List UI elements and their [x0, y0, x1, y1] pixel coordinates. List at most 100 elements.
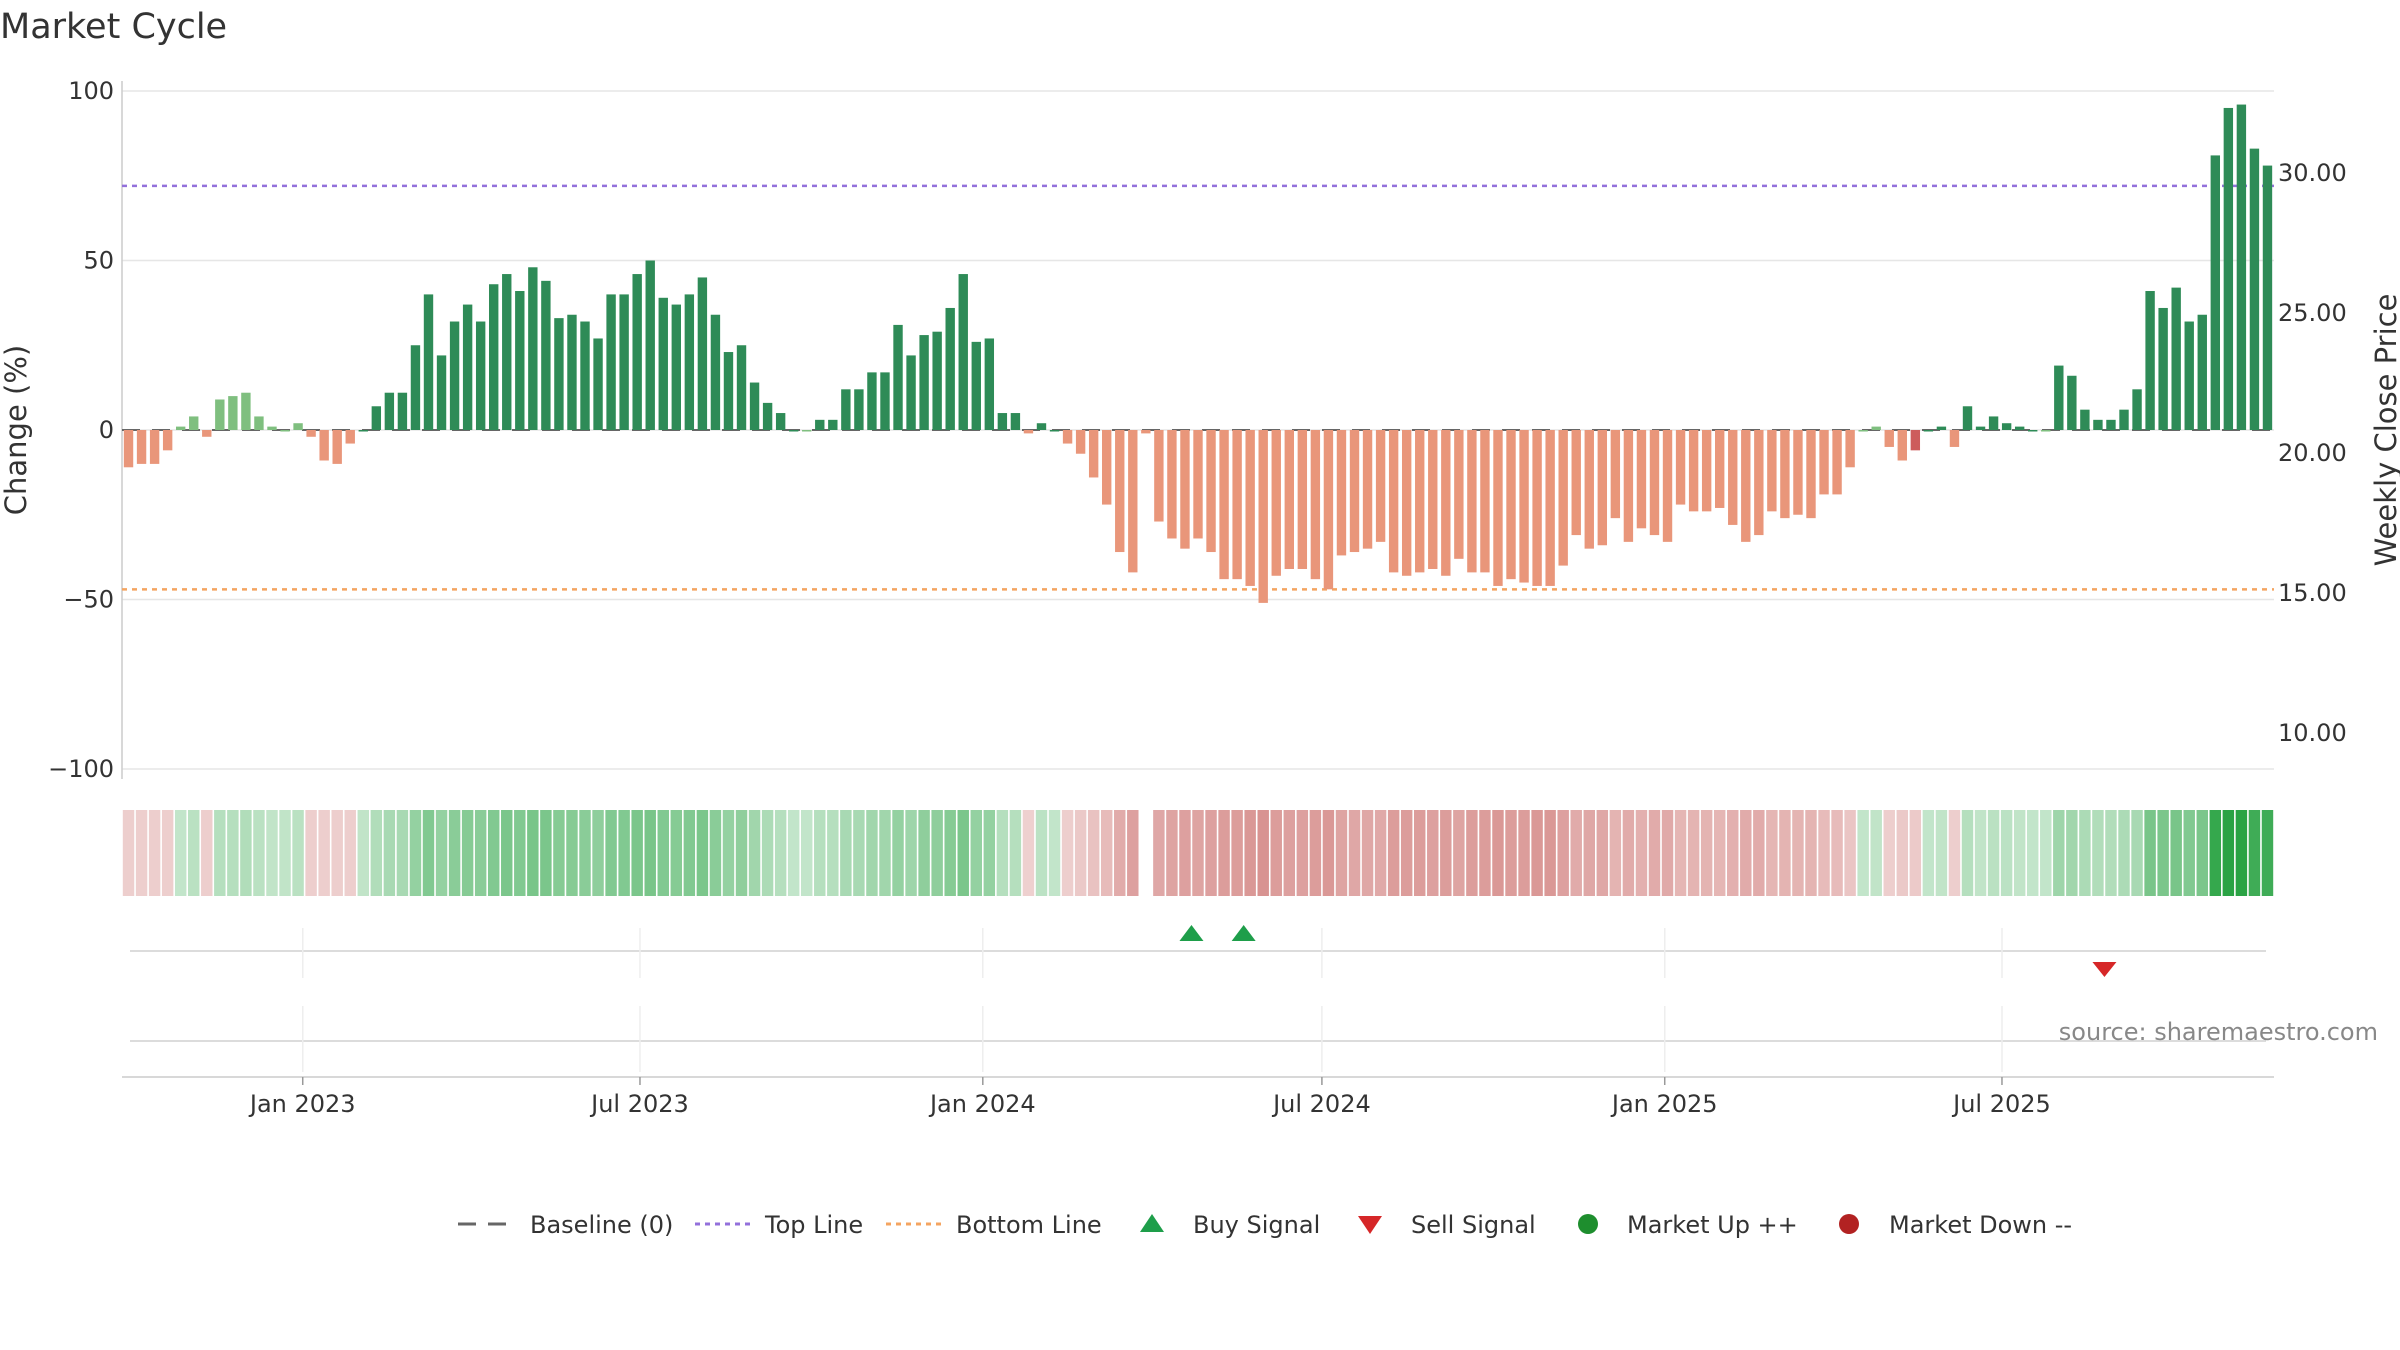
heatmap-cell — [957, 810, 969, 896]
heatmap-cell — [1048, 810, 1061, 896]
heatmap-cell — [514, 810, 526, 896]
heatmap-cell — [527, 810, 539, 896]
change-bar — [1428, 430, 1438, 569]
heatmap-cell — [605, 810, 617, 896]
change-bar — [1388, 430, 1399, 573]
change-bar — [1245, 430, 1255, 586]
change-bar — [2236, 104, 2247, 430]
change-bar — [1988, 416, 1999, 430]
heatmap-cell — [227, 810, 239, 896]
heatmap-cell — [722, 810, 735, 896]
heatmap-cell — [2209, 810, 2222, 896]
heatmap-cell — [2157, 810, 2169, 896]
change-bar — [854, 389, 864, 430]
change-bar — [1141, 430, 1151, 434]
change-bar — [1858, 430, 1868, 432]
heatmap-cell — [1361, 810, 1374, 896]
heatmap-cell — [540, 810, 552, 896]
heatmap-cell — [735, 810, 748, 896]
change-bar — [906, 355, 916, 430]
heatmap-cell — [2118, 810, 2130, 896]
legend-item-top-line: Top Line — [695, 1211, 863, 1239]
change-bar — [1180, 430, 1190, 549]
change-bar — [867, 372, 877, 430]
heatmap-cell — [2196, 810, 2208, 896]
heatmap-cell — [1870, 810, 1882, 896]
heatmap-cell — [201, 810, 213, 896]
change-bar — [1154, 430, 1164, 522]
buy-triangle-icon — [1140, 1214, 1164, 1232]
y-axis-left: 100 50 0 −100 −50 — [48, 77, 114, 783]
change-bar — [749, 382, 760, 430]
y-axis-right: 30.00 25.00 20.00 15.00 10.00 — [2278, 159, 2347, 747]
change-bar — [762, 402, 773, 430]
change-bar — [241, 392, 251, 430]
y-tick-label: 0 — [99, 416, 114, 444]
change-bar — [1323, 430, 1334, 590]
heatmap-cell — [1427, 810, 1439, 896]
heatmap-cell — [1505, 810, 1517, 896]
heatmap-cell — [1805, 810, 1817, 896]
change-bar — [2158, 307, 2168, 430]
heatmap-cell — [305, 810, 317, 896]
change-bar — [1936, 426, 1947, 430]
heatmap-cell — [1244, 810, 1256, 896]
change-bar — [658, 297, 668, 430]
change-bar — [293, 423, 303, 430]
change-bar — [1036, 423, 1047, 430]
heatmap-cell — [318, 810, 330, 896]
legend-label: Market Down -- — [1889, 1211, 2072, 1239]
heatmap-cell — [2261, 810, 2274, 896]
heatmap-cell — [892, 810, 904, 896]
change-bar — [136, 430, 147, 464]
heatmap-cell — [1700, 810, 1713, 896]
change-bar — [932, 331, 942, 430]
heatmap-cell — [1009, 810, 1022, 896]
change-bar — [1519, 430, 1529, 583]
change-bar — [1649, 430, 1660, 536]
change-bar — [2197, 314, 2207, 430]
change-bar — [971, 341, 981, 430]
change-bar — [449, 321, 460, 430]
change-bar — [958, 274, 968, 430]
change-bar — [2210, 155, 2221, 430]
change-bar — [1715, 430, 1725, 508]
heatmap-cell — [579, 810, 591, 896]
x-axis: Jan 2023 Jul 2023 Jan 2024 Jul 2024 Jan 2025… — [122, 1076, 2274, 1118]
heatmap-cell — [214, 810, 226, 896]
heatmap-cell — [2144, 810, 2156, 896]
heatmap-cell — [422, 810, 435, 896]
change-bar — [358, 430, 368, 432]
change-bar — [2184, 321, 2194, 430]
change-bar — [1258, 430, 1268, 603]
y-tick-label: 50 — [83, 247, 114, 275]
heatmap-cell — [1035, 810, 1048, 896]
heatmap-cell — [1479, 810, 1491, 896]
change-bar — [671, 304, 681, 430]
cycle-heatmap-strip — [122, 810, 2274, 896]
source-attribution: source: sharemaestro.com — [2059, 1018, 2378, 1046]
change-bar — [802, 430, 812, 432]
heatmap-cell — [1622, 810, 1635, 896]
change-bar — [267, 426, 277, 430]
x-tick-label: Jan 2023 — [248, 1090, 356, 1118]
change-bar — [1793, 430, 1803, 515]
heatmap-cell — [383, 810, 396, 896]
heatmap-cell — [1127, 810, 1139, 896]
heatmap-cell — [2040, 810, 2052, 896]
heatmap-cell — [1727, 810, 1739, 896]
heatmap-cell — [566, 810, 578, 896]
heatmap-cell — [1283, 810, 1296, 896]
change-bar — [1115, 430, 1125, 553]
heatmap-cell — [1061, 810, 1074, 896]
x-tick-label: Jan 2024 — [928, 1090, 1036, 1118]
heatmap-cell — [1713, 810, 1726, 896]
heatmap-cell — [1792, 810, 1804, 896]
sell-signal-marker — [2092, 962, 2117, 977]
heatmap-cell — [748, 810, 761, 896]
change-bar — [1336, 430, 1347, 556]
change-bar — [345, 430, 355, 444]
heatmap-cell — [1740, 810, 1752, 896]
change-bar — [684, 294, 695, 430]
heatmap-cell — [2183, 810, 2195, 896]
